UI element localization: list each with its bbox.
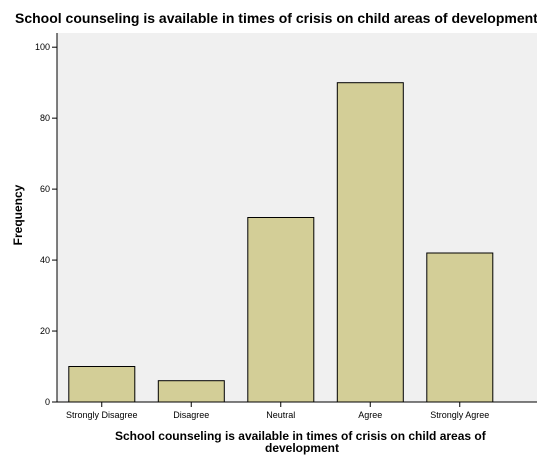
x-tick-label-strongly-agree: Strongly Agree	[430, 410, 489, 420]
bar-disagree	[157, 380, 225, 403]
x-tick-label-strongly-disagree: Strongly Disagree	[66, 410, 138, 420]
y-tick-label-100: 100	[35, 42, 50, 52]
bar-strongly-disagree	[68, 366, 136, 403]
x-tick-label-agree: Agree	[358, 410, 382, 420]
x-axis: Strongly Disagree Disagree Neutral Agree Str…	[57, 401, 537, 420]
bar-agree	[336, 82, 404, 403]
y-tick-label-0: 0	[45, 397, 50, 407]
y-tick-label-60: 60	[40, 184, 50, 194]
x-axis-title-line-1: School counseling is available in times …	[115, 429, 487, 443]
chart-title: School counseling is available in times …	[15, 10, 537, 26]
y-axis-title: Frequency	[11, 184, 25, 245]
x-axis-title: School counseling is available in times …	[115, 429, 489, 455]
y-tick-label-40: 40	[40, 255, 50, 265]
x-tick-label-disagree: Disagree	[173, 410, 209, 420]
x-axis-title-line-2: development	[265, 441, 339, 455]
bar-strongly-agree	[426, 252, 494, 403]
y-axis: 0 20 40 60 80 100	[35, 33, 58, 407]
y-tick-label-20: 20	[40, 326, 50, 336]
bars	[68, 82, 494, 403]
bar-neutral	[247, 217, 315, 403]
y-tick-label-80: 80	[40, 113, 50, 123]
x-tick-label-neutral: Neutral	[266, 410, 295, 420]
